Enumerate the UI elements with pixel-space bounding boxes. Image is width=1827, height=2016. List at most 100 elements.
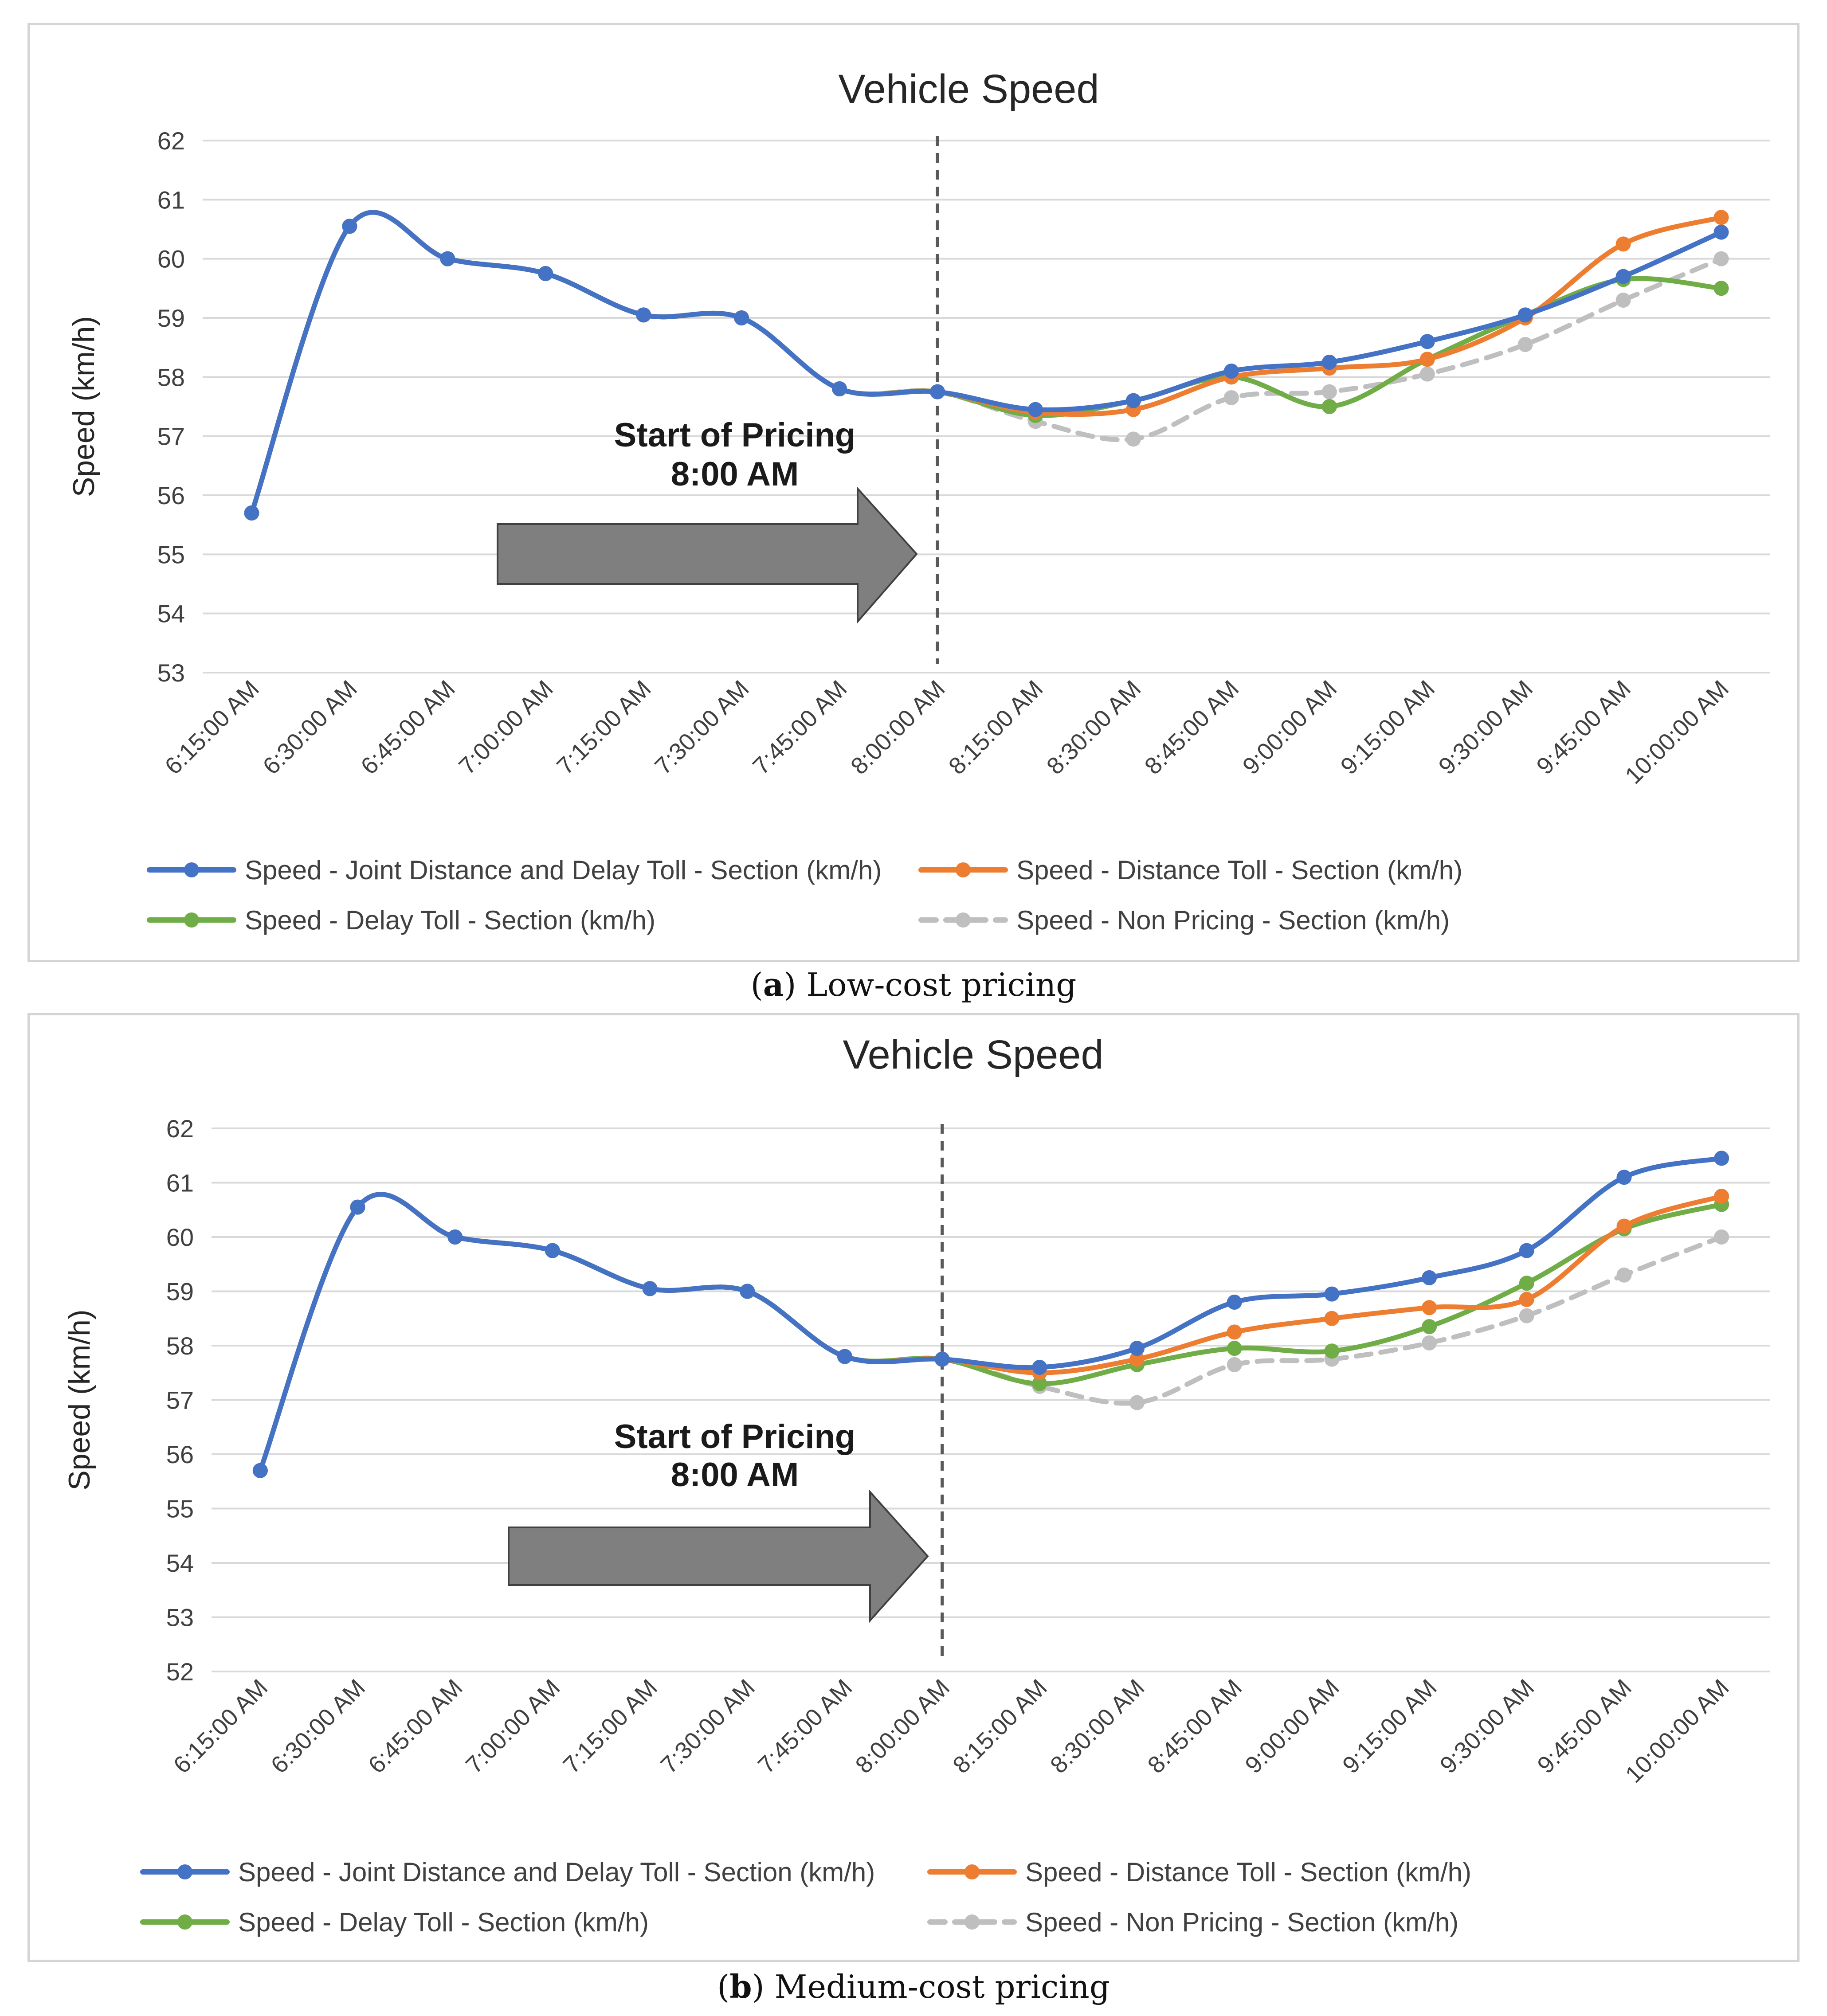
y-tick-label: 56 [166, 1441, 194, 1468]
x-tick-label: 6:15:00 AM [160, 675, 264, 780]
data-point-joint [740, 1284, 755, 1299]
chart-panel-b: Vehicle Speed 52 53 54 55 56 57 58 59 60 61 62 Speed… [27, 1013, 1800, 1962]
x-tick-label: 9:45:00 AM [1532, 1674, 1637, 1779]
data-point-joint [1517, 307, 1533, 323]
x-tick-label: 8:45:00 AM [1140, 675, 1244, 780]
data-point-joint [538, 266, 553, 281]
x-tick-label: 7:00:00 AM [454, 675, 558, 780]
pricing-arrow [508, 1489, 929, 1623]
data-point-joint [1519, 1243, 1534, 1258]
legend-label: Speed - Joint Distance and Delay Toll - … [238, 1857, 875, 1887]
data-point-nonpricing [1125, 431, 1141, 447]
data-point-joint [934, 1351, 950, 1367]
y-tick-label: 61 [166, 1169, 194, 1197]
data-point-joint [252, 1463, 268, 1478]
data-point-distance [1714, 1189, 1729, 1204]
data-point-nonpricing [1616, 1267, 1632, 1283]
chart-title: Vehicle Speed [838, 67, 1099, 112]
data-point-joint [837, 1349, 852, 1364]
y-tick-label: 56 [157, 481, 185, 509]
y-axis-label: Speed (km/h) [67, 316, 101, 497]
x-tick-label: 8:00:00 AM [846, 675, 950, 780]
x-tick-label: 9:15:00 AM [1337, 1674, 1442, 1779]
legend-item-distance: Speed - Distance Toll - Section (km/h) [927, 1857, 1471, 1887]
data-point-nonpricing [1615, 293, 1631, 308]
legend-item-nonpricing: Speed - Non Pricing - Section (km/h) [918, 905, 1450, 935]
x-tick-label: 9:15:00 AM [1336, 675, 1440, 780]
caption-a: (a) Low-cost pricing [750, 966, 1077, 1003]
data-point-nonpricing [1419, 366, 1435, 382]
data-point-distance [1227, 1324, 1242, 1340]
legend-item-delay: Speed - Delay Toll - Section (km/h) [140, 1907, 649, 1937]
data-point-joint [440, 251, 455, 266]
series-joint [244, 210, 1729, 521]
data-point-nonpricing [1422, 1335, 1437, 1351]
data-point-distance [1419, 352, 1435, 367]
y-tick-label: 52 [166, 1658, 194, 1686]
data-point-nonpricing [1714, 1229, 1729, 1245]
annotation-time: 8:00 AM [671, 455, 799, 493]
legend-swatch-marker [184, 862, 199, 877]
data-point-joint [1419, 334, 1435, 349]
series-line-nonpricing [249, 210, 1724, 516]
data-point-joint [1714, 1151, 1729, 1166]
x-tick-label: 7:15:00 AM [558, 1674, 663, 1779]
x-tick-label: 6:45:00 AM [363, 1674, 468, 1779]
chart-panel-a: Vehicle Speed 53 54 55 56 57 58 59 60 61 62 Speed (… [27, 23, 1800, 962]
data-point-joint [832, 381, 847, 396]
data-point-delay [1713, 281, 1729, 296]
series-joint [252, 1151, 1729, 1478]
legend-swatch-marker [956, 862, 971, 877]
legend-item-joint: Speed - Joint Distance and Delay Toll - … [147, 855, 882, 885]
y-tick-label: 57 [166, 1386, 194, 1414]
x-tick-label: 8:15:00 AM [944, 675, 1048, 780]
x-tick-label: 8:00:00 AM [851, 1674, 955, 1779]
data-point-delay [1227, 1341, 1242, 1356]
legend-label: Speed - Delay Toll - Section (km/h) [245, 905, 655, 935]
x-tick-label: 8:15:00 AM [948, 1674, 1052, 1779]
data-point-joint [1227, 1295, 1242, 1310]
data-point-distance [1616, 1218, 1632, 1234]
data-point-nonpricing [1517, 337, 1533, 352]
x-tick-label: 6:30:00 AM [258, 675, 362, 780]
data-point-joint [1223, 364, 1239, 379]
series-distance [252, 1189, 1729, 1478]
y-tick-label: 53 [166, 1604, 194, 1632]
y-tick-label: 55 [166, 1495, 194, 1523]
legend-label: Speed - Non Pricing - Section (km/h) [1016, 905, 1450, 935]
y-tick-label: 54 [157, 600, 185, 628]
data-point-nonpricing [1223, 390, 1239, 405]
data-point-joint [1027, 402, 1043, 417]
x-tick-label: 7:00:00 AM [461, 1674, 565, 1779]
y-tick-label: 58 [157, 363, 185, 391]
data-point-joint [447, 1229, 463, 1245]
x-tick-label: 7:30:00 AM [650, 675, 754, 780]
data-point-joint [545, 1243, 560, 1258]
data-point-joint [244, 505, 259, 521]
data-point-joint [930, 384, 945, 399]
data-point-delay [1032, 1376, 1047, 1391]
x-tick-label: 9:00:00 AM [1238, 675, 1342, 780]
data-point-distance [1129, 1351, 1145, 1367]
caption-a-text: Low-cost pricing [796, 966, 1077, 1003]
data-point-joint [1615, 269, 1631, 284]
data-point-distance [1713, 210, 1729, 225]
x-tick-label: 9:30:00 AM [1434, 675, 1538, 780]
chart-b: Vehicle Speed 52 53 54 55 56 57 58 59 60 61 62 Speed… [63, 1032, 1770, 1937]
x-tick-label: 7:45:00 AM [748, 675, 852, 780]
x-tick-label: 7:45:00 AM [753, 1674, 858, 1779]
series-line-joint [249, 210, 1724, 516]
caption-b: (b) Medium-cost pricing [717, 1968, 1110, 2005]
data-point-delay [1422, 1319, 1437, 1335]
legend-swatch-marker [184, 912, 199, 928]
data-point-nonpricing [1227, 1357, 1242, 1372]
y-tick-label: 60 [157, 245, 185, 273]
legend-label: Speed - Delay Toll - Section (km/h) [238, 1907, 649, 1937]
legend-swatch-marker [177, 1864, 192, 1879]
data-point-delay [1321, 399, 1337, 414]
y-tick-label: 59 [157, 304, 185, 332]
x-tick-label: 6:30:00 AM [266, 1674, 370, 1779]
x-tick-label: 9:45:00 AM [1531, 675, 1636, 780]
data-point-distance [1615, 236, 1631, 252]
legend-item-joint: Speed - Joint Distance and Delay Toll - … [140, 1857, 875, 1887]
